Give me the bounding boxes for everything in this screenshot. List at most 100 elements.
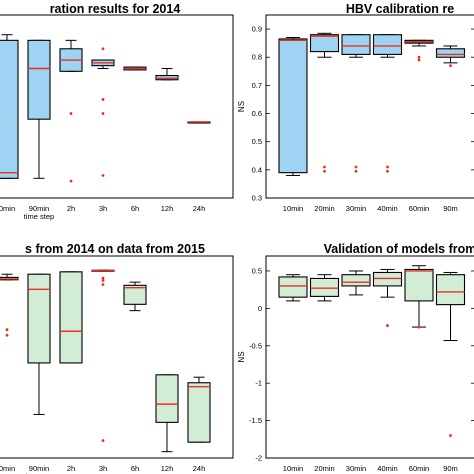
x-tick-label: 6h bbox=[131, 464, 139, 473]
outlier-point bbox=[101, 283, 105, 286]
box-body bbox=[123, 284, 147, 305]
x-tick-label: 40min bbox=[377, 204, 397, 213]
plot-frame bbox=[0, 255, 234, 459]
outlier-point bbox=[323, 169, 326, 173]
box-0min bbox=[0, 273, 19, 337]
box-body bbox=[155, 374, 179, 423]
box-2h bbox=[59, 39, 83, 183]
y-tick-label: 0.7 bbox=[252, 81, 262, 90]
box-body bbox=[27, 273, 51, 364]
outlier-point bbox=[417, 55, 421, 59]
box-90min bbox=[27, 39, 51, 179]
y-axis-label: NS bbox=[237, 101, 246, 112]
chart-title: ration results for 2014 bbox=[50, 2, 181, 16]
box-60min bbox=[404, 39, 434, 62]
box-20min bbox=[309, 32, 340, 173]
box-body bbox=[435, 48, 466, 58]
y-tick-label: -1.5 bbox=[249, 416, 262, 425]
box-6h bbox=[123, 66, 147, 71]
x-axis-label: time step bbox=[24, 472, 54, 474]
x-tick-label: 30min bbox=[346, 464, 366, 473]
outlier-point bbox=[354, 165, 358, 169]
plot-frame bbox=[265, 255, 474, 459]
x-tick-label: 60min bbox=[409, 204, 429, 213]
x-tick-label: 0min bbox=[0, 204, 15, 213]
outlier-point bbox=[417, 325, 421, 329]
subplot-4 bbox=[265, 255, 474, 459]
outlier-point bbox=[386, 165, 389, 169]
box-body bbox=[27, 39, 51, 120]
box-body bbox=[309, 277, 340, 297]
x-tick-label: 2h bbox=[67, 464, 75, 473]
box-12h bbox=[155, 374, 179, 453]
y-tick-label: 0.9 bbox=[252, 25, 262, 34]
box-40min bbox=[372, 34, 403, 173]
x-tick-label: 10min bbox=[283, 464, 303, 473]
x-tick-label: 10min bbox=[283, 204, 303, 213]
box-10min bbox=[278, 37, 308, 176]
box-2h bbox=[59, 271, 83, 364]
box-body bbox=[372, 271, 403, 287]
outlier-point bbox=[101, 276, 105, 280]
chart-title: HBV calibration re bbox=[346, 2, 454, 16]
outlier-point bbox=[449, 434, 452, 437]
outlier-point bbox=[101, 279, 105, 282]
x-tick-label: 3h bbox=[99, 204, 107, 213]
x-tick-label: 12h bbox=[161, 204, 174, 213]
box-10min bbox=[278, 274, 308, 302]
box-body bbox=[404, 268, 434, 302]
box-90m bbox=[435, 45, 466, 68]
box-body bbox=[341, 34, 371, 55]
y-axis-label: NS bbox=[237, 351, 246, 362]
x-axis-label: time step bbox=[24, 212, 54, 221]
box-body bbox=[309, 34, 340, 53]
outlier-point bbox=[69, 112, 73, 115]
x-tick-label: 6h bbox=[131, 204, 139, 213]
box-body bbox=[278, 276, 308, 298]
y-tick-label: -1 bbox=[255, 379, 262, 388]
box-3h bbox=[91, 269, 115, 442]
box-12h bbox=[155, 67, 179, 81]
box-body bbox=[59, 271, 83, 364]
outlier-point bbox=[101, 47, 105, 51]
outlier-point bbox=[69, 179, 73, 183]
x-tick-label: 60min bbox=[409, 464, 429, 473]
x-tick-label: 90min bbox=[29, 204, 49, 213]
chart-title: Validation of models from bbox=[324, 242, 474, 256]
outlier-point bbox=[5, 333, 9, 337]
box-30min bbox=[341, 34, 371, 173]
box-24h bbox=[187, 376, 211, 443]
outlier-point bbox=[101, 98, 105, 101]
y-tick-label: 0.5 bbox=[252, 266, 262, 275]
chart-title: s from 2014 on data from 2015 bbox=[25, 242, 205, 256]
box-90min bbox=[27, 273, 51, 415]
y-tick-label: 0.4 bbox=[252, 165, 262, 174]
y-tick-label: -2 bbox=[255, 454, 262, 463]
outlier-point bbox=[5, 328, 9, 332]
y-tick-label: 0.3 bbox=[252, 194, 262, 203]
box-0min bbox=[0, 34, 19, 179]
subplot-3 bbox=[0, 255, 234, 459]
x-tick-label: 24h bbox=[193, 464, 206, 473]
box-90m bbox=[435, 271, 466, 437]
box-6h bbox=[123, 281, 147, 312]
box-body bbox=[155, 74, 179, 81]
box-3h bbox=[91, 47, 115, 177]
plot-frame bbox=[0, 14, 234, 199]
x-tick-label: 2h bbox=[67, 204, 75, 213]
x-tick-label: 20min bbox=[314, 464, 334, 473]
y-tick-label: 0.6 bbox=[252, 109, 262, 118]
x-tick-label: 12h bbox=[161, 464, 174, 473]
outlier-point bbox=[386, 324, 389, 327]
plot-frame bbox=[265, 14, 474, 199]
box-body bbox=[435, 274, 466, 306]
x-tick-label: 90m bbox=[443, 464, 458, 473]
box-body bbox=[278, 38, 308, 174]
y-tick-label: 0 bbox=[258, 304, 262, 313]
x-tick-label: 90min bbox=[29, 464, 49, 473]
box-20min bbox=[309, 274, 340, 302]
y-tick-label: 0.8 bbox=[252, 53, 262, 62]
x-tick-label: 24h bbox=[193, 204, 206, 213]
subplot-1 bbox=[0, 14, 234, 199]
box-40min bbox=[372, 268, 403, 327]
